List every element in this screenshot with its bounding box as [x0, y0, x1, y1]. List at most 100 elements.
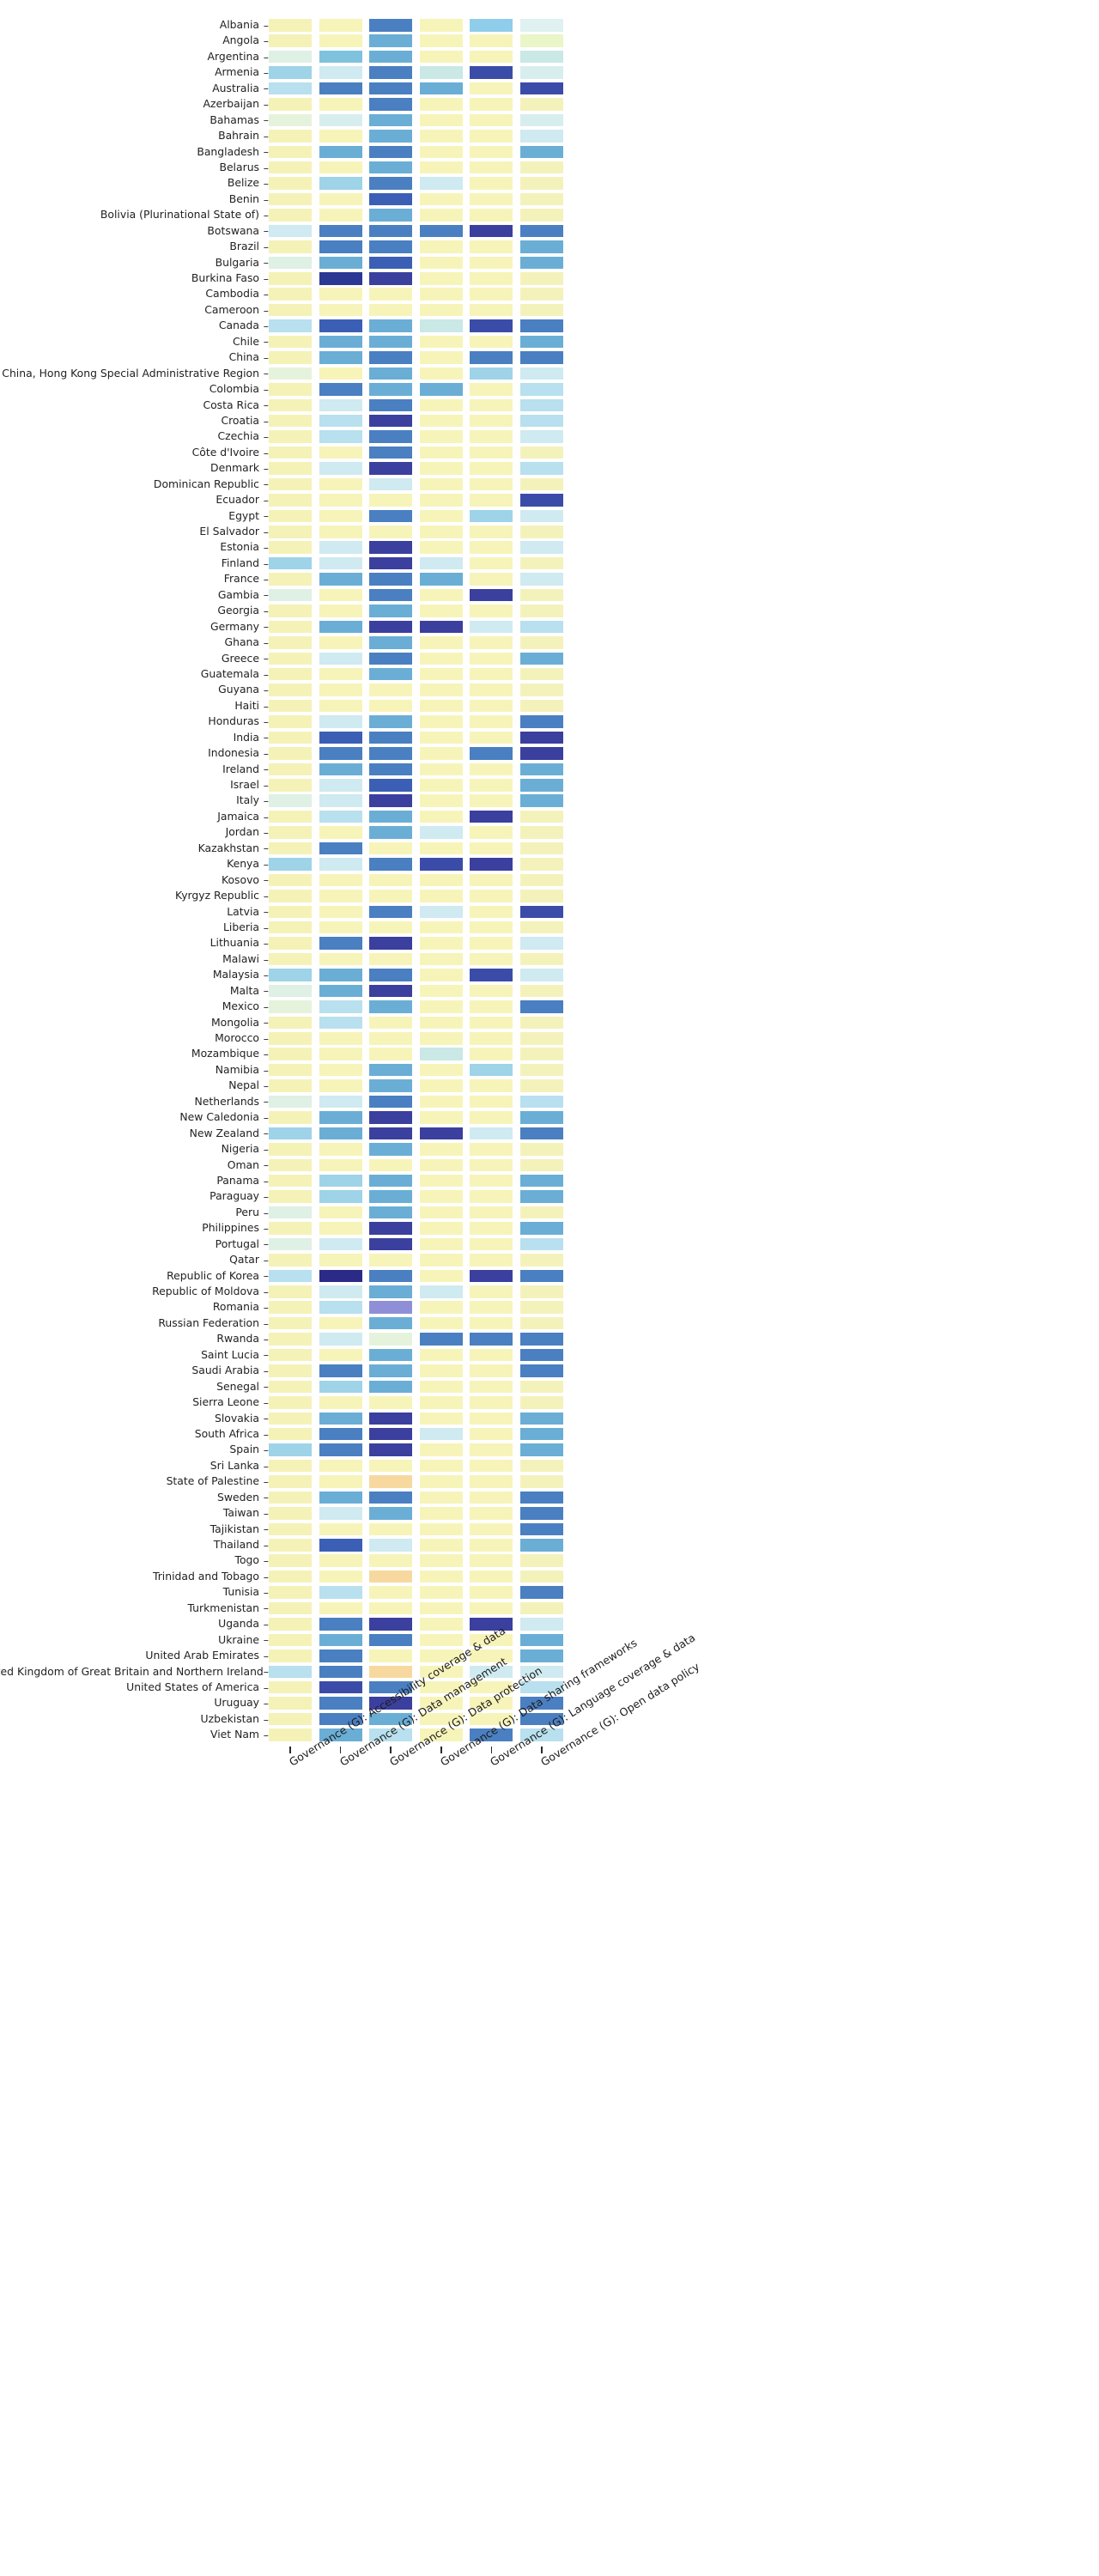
heatmap-cell[interactable]: [470, 779, 513, 792]
heatmap-cell[interactable]: [269, 636, 312, 649]
heatmap-cell[interactable]: [269, 526, 312, 538]
heatmap-cell[interactable]: [269, 715, 312, 728]
heatmap-cell[interactable]: [519, 19, 563, 32]
heatmap-cell[interactable]: [319, 1254, 362, 1267]
heatmap-cell[interactable]: [319, 113, 362, 127]
heatmap-cell[interactable]: [319, 1127, 362, 1140]
heatmap-cell[interactable]: [369, 224, 413, 238]
heatmap-cell[interactable]: [519, 1254, 563, 1267]
heatmap-cell[interactable]: [319, 145, 362, 158]
heatmap-cell[interactable]: [419, 1680, 463, 1694]
heatmap-cell[interactable]: [369, 1554, 413, 1567]
heatmap-cell[interactable]: [419, 1301, 463, 1314]
heatmap-cell[interactable]: [470, 303, 513, 317]
heatmap-cell[interactable]: [470, 1507, 513, 1520]
heatmap-cell[interactable]: [319, 667, 362, 681]
heatmap-cell[interactable]: [519, 414, 563, 428]
heatmap-cell[interactable]: [319, 1143, 362, 1156]
heatmap-cell[interactable]: [369, 526, 413, 538]
heatmap-cell[interactable]: [519, 605, 563, 617]
heatmap-cell[interactable]: [319, 1000, 362, 1013]
heatmap-cell[interactable]: [470, 952, 513, 966]
heatmap-cell[interactable]: [419, 177, 463, 190]
heatmap-cell[interactable]: [470, 1633, 513, 1647]
heatmap-cell[interactable]: [519, 477, 563, 491]
heatmap-cell[interactable]: [419, 1254, 463, 1267]
heatmap-cell[interactable]: [419, 1079, 463, 1092]
heatmap-cell[interactable]: [519, 1380, 563, 1394]
heatmap-cell[interactable]: [419, 240, 463, 253]
heatmap-cell[interactable]: [269, 1111, 312, 1124]
heatmap-cell[interactable]: [519, 66, 563, 79]
heatmap-cell[interactable]: [269, 383, 312, 396]
heatmap-cell[interactable]: [319, 920, 362, 934]
heatmap-cell[interactable]: [269, 1570, 312, 1583]
heatmap-cell[interactable]: [419, 19, 463, 32]
heatmap-cell[interactable]: [319, 272, 362, 285]
heatmap-cell[interactable]: [269, 1000, 312, 1013]
heatmap-cell[interactable]: [419, 367, 463, 380]
heatmap-cell[interactable]: [269, 430, 312, 443]
heatmap-cell[interactable]: [419, 1063, 463, 1077]
heatmap-cell[interactable]: [269, 1269, 312, 1283]
heatmap-cell[interactable]: [369, 462, 413, 475]
heatmap-cell[interactable]: [269, 794, 312, 807]
heatmap-cell[interactable]: [269, 130, 312, 143]
heatmap-cell[interactable]: [319, 620, 362, 634]
heatmap-cell[interactable]: [319, 636, 362, 649]
heatmap-cell[interactable]: [269, 509, 312, 523]
heatmap-cell[interactable]: [269, 1079, 312, 1092]
heatmap-cell[interactable]: [470, 683, 513, 696]
heatmap-cell[interactable]: [369, 319, 413, 332]
heatmap-cell[interactable]: [470, 1665, 513, 1678]
heatmap-cell[interactable]: [519, 1649, 563, 1662]
heatmap-cell[interactable]: [519, 762, 563, 776]
heatmap-cell[interactable]: [369, 1728, 413, 1741]
heatmap-cell[interactable]: [369, 1649, 413, 1662]
heatmap-cell[interactable]: [369, 731, 413, 744]
heatmap-cell[interactable]: [369, 573, 413, 586]
heatmap-cell[interactable]: [519, 779, 563, 792]
heatmap-cell[interactable]: [519, 1554, 563, 1567]
heatmap-cell[interactable]: [419, 1554, 463, 1567]
heatmap-cell[interactable]: [419, 1000, 463, 1013]
heatmap-cell[interactable]: [269, 367, 312, 380]
heatmap-cell[interactable]: [269, 588, 312, 602]
heatmap-cell[interactable]: [369, 1237, 413, 1251]
heatmap-cell[interactable]: [419, 1095, 463, 1109]
heatmap-cell[interactable]: [369, 1254, 413, 1267]
heatmap-cell[interactable]: [419, 1443, 463, 1456]
heatmap-cell[interactable]: [419, 541, 463, 554]
heatmap-cell[interactable]: [519, 383, 563, 396]
heatmap-cell[interactable]: [419, 351, 463, 364]
heatmap-cell[interactable]: [319, 1728, 362, 1741]
heatmap-cell[interactable]: [369, 414, 413, 428]
heatmap-cell[interactable]: [369, 905, 413, 918]
heatmap-cell[interactable]: [519, 1539, 563, 1552]
heatmap-cell[interactable]: [269, 731, 312, 744]
heatmap-cell[interactable]: [419, 1380, 463, 1394]
heatmap-cell[interactable]: [319, 1237, 362, 1251]
heatmap-cell[interactable]: [419, 731, 463, 744]
heatmap-cell[interactable]: [369, 1095, 413, 1109]
heatmap-cell[interactable]: [319, 1095, 362, 1109]
heatmap-cell[interactable]: [269, 1539, 312, 1552]
heatmap-cell[interactable]: [519, 1475, 563, 1488]
heatmap-cell[interactable]: [419, 383, 463, 396]
heatmap-cell[interactable]: [269, 1095, 312, 1109]
heatmap-cell[interactable]: [519, 1095, 563, 1109]
heatmap-cell[interactable]: [419, 145, 463, 158]
heatmap-cell[interactable]: [369, 1000, 413, 1013]
heatmap-cell[interactable]: [470, 1443, 513, 1456]
heatmap-cell[interactable]: [319, 161, 362, 174]
heatmap-cell[interactable]: [419, 1206, 463, 1219]
heatmap-cell[interactable]: [369, 1539, 413, 1552]
heatmap-cell[interactable]: [369, 1348, 413, 1362]
heatmap-cell[interactable]: [419, 556, 463, 570]
heatmap-cell[interactable]: [369, 1412, 413, 1425]
heatmap-cell[interactable]: [319, 1364, 362, 1377]
heatmap-cell[interactable]: [269, 34, 312, 47]
heatmap-cell[interactable]: [419, 810, 463, 823]
heatmap-cell[interactable]: [269, 620, 312, 634]
heatmap-cell[interactable]: [419, 858, 463, 871]
